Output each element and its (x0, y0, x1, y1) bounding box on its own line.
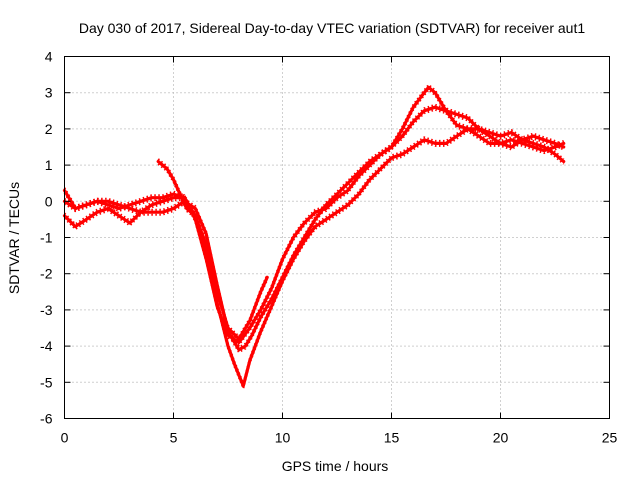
y-tick-label: -3 (40, 302, 53, 318)
series-markers-lower-4 (157, 163, 269, 344)
series-line-3 (62, 105, 566, 345)
y-tick-label: 1 (45, 157, 53, 173)
x-tick-label: 0 (61, 430, 69, 446)
series-markers-lower-3 (63, 108, 565, 347)
series-line-4 (156, 159, 269, 341)
y-tick-label: -1 (40, 230, 53, 246)
x-tick-labels: 0 5 10 15 20 25 (61, 430, 618, 446)
y-tick-label: -2 (40, 266, 53, 282)
y-tick-label: 0 (45, 193, 53, 209)
series-markers-1 (63, 83, 565, 349)
series-line-2 (62, 127, 566, 388)
x-tick-label: 10 (275, 430, 291, 446)
y-tick-label: -5 (40, 374, 53, 390)
gridlines (64, 56, 610, 419)
series-markers-3 (63, 103, 565, 342)
y-tick-label: -4 (40, 338, 53, 354)
y-tick-labels: -6 -5 -4 -3 -2 -1 0 1 2 3 4 (40, 49, 53, 427)
y-axis-label: SDTVAR / TECUs (6, 182, 22, 294)
x-tick-label: 20 (493, 430, 509, 446)
y-tick-label: 4 (45, 49, 53, 65)
series-markers-2 (63, 125, 565, 387)
y-tick-label: 2 (45, 121, 53, 137)
chart-title: Day 030 of 2017, Sidereal Day-to-day VTE… (79, 20, 586, 36)
x-tick-label: 5 (170, 430, 178, 446)
series-markers-lower-2 (63, 130, 565, 392)
x-tick-label: 15 (384, 430, 400, 446)
data-series (62, 83, 566, 392)
y-tick-label: -6 (40, 411, 53, 427)
series-markers-lower-1 (63, 88, 565, 354)
axis-ticks (64, 56, 610, 419)
series-line-1 (62, 85, 566, 352)
series-markers-4 (157, 158, 269, 339)
y-tick-label: 3 (45, 85, 53, 101)
x-tick-label: 25 (602, 430, 618, 446)
x-axis-label: GPS time / hours (282, 458, 389, 474)
